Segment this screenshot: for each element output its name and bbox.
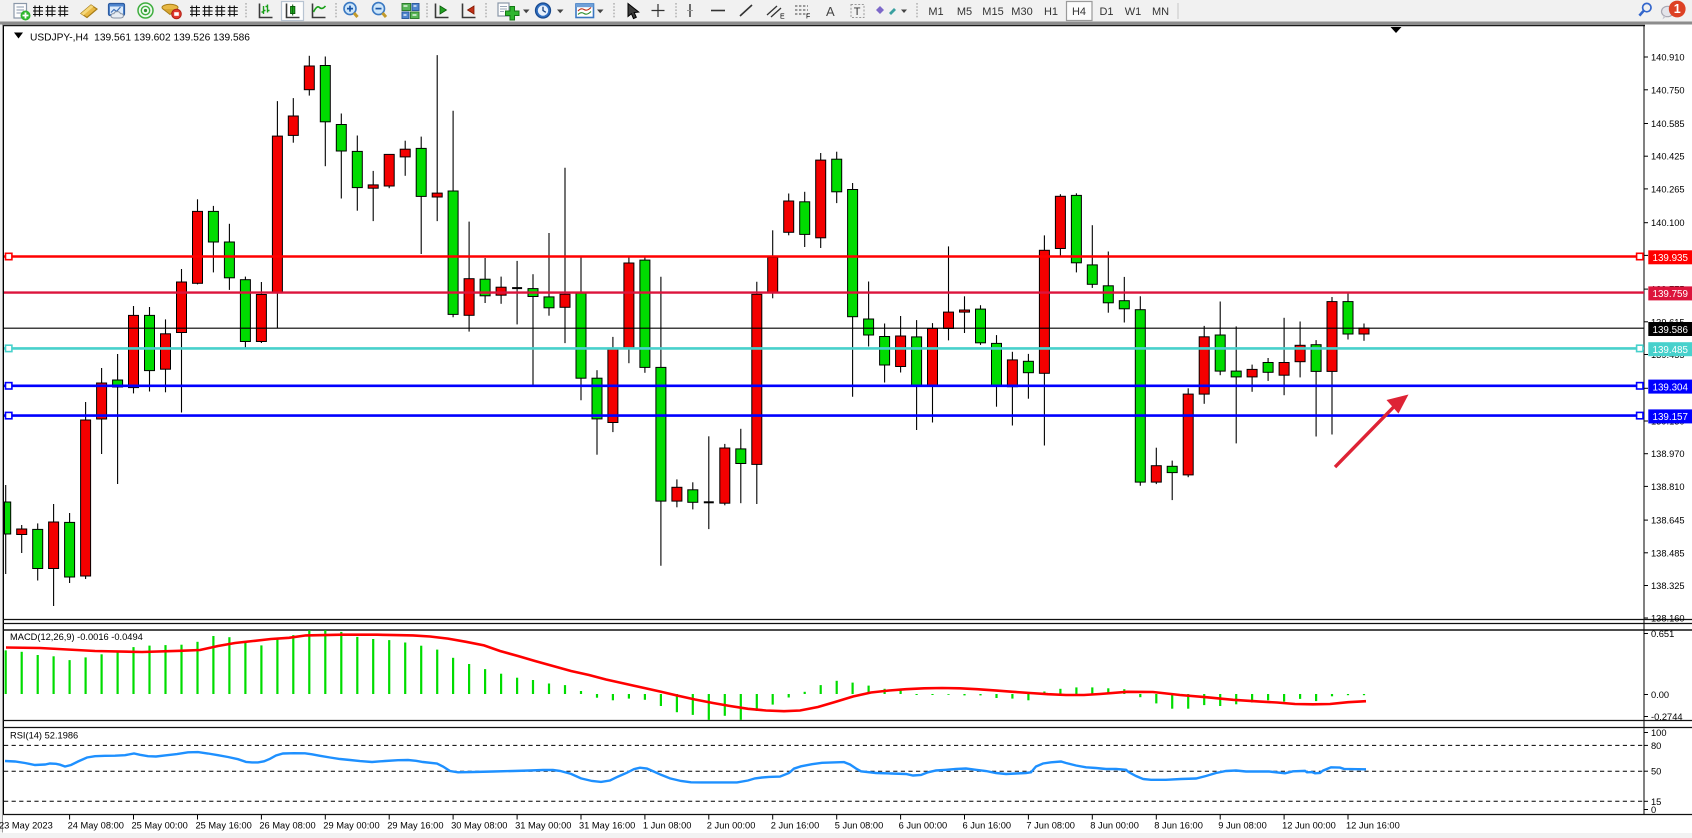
svg-text:139.304: 139.304 xyxy=(1653,382,1689,393)
svg-text:139.935: 139.935 xyxy=(1653,253,1689,264)
svg-text:24 May 08:00: 24 May 08:00 xyxy=(68,821,124,831)
svg-text:7 Jun 08:00: 7 Jun 08:00 xyxy=(1026,821,1075,831)
svg-text:29 May 00:00: 29 May 00:00 xyxy=(323,821,379,831)
svg-text:D1: D1 xyxy=(1099,6,1113,18)
svg-text:15: 15 xyxy=(1651,797,1661,807)
svg-text:M15: M15 xyxy=(982,6,1003,18)
svg-text:1 Jun 08:00: 1 Jun 08:00 xyxy=(643,821,692,831)
svg-text:T: T xyxy=(854,6,861,18)
svg-text:138.810: 138.810 xyxy=(1651,482,1685,492)
svg-text:139.586: 139.586 xyxy=(1653,325,1689,336)
svg-text:8 Jun 00:00: 8 Jun 00:00 xyxy=(1090,821,1139,831)
svg-text:E: E xyxy=(780,14,785,21)
svg-text:140.425: 140.425 xyxy=(1651,152,1685,162)
svg-text:23 May 2023: 23 May 2023 xyxy=(0,821,53,831)
svg-text:USDJPY-,H4 139.561 139.602 13: USDJPY-,H4 139.561 139.602 139.526 139.5… xyxy=(30,33,250,44)
svg-text:W1: W1 xyxy=(1125,6,1142,18)
svg-text:31 May 16:00: 31 May 16:00 xyxy=(579,821,635,831)
svg-text:12 Jun 16:00: 12 Jun 16:00 xyxy=(1346,821,1400,831)
svg-text:138.160: 138.160 xyxy=(1651,614,1685,624)
svg-text:25 May 00:00: 25 May 00:00 xyxy=(132,821,188,831)
svg-text:139.157: 139.157 xyxy=(1653,412,1688,423)
svg-text:139.759: 139.759 xyxy=(1653,289,1688,300)
svg-text:-0.2744: -0.2744 xyxy=(1651,712,1683,722)
svg-text:A: A xyxy=(826,4,835,19)
svg-text:6 Jun 00:00: 6 Jun 00:00 xyxy=(899,821,948,831)
svg-text:M5: M5 xyxy=(957,6,972,18)
svg-text:25 May 16:00: 25 May 16:00 xyxy=(196,821,252,831)
svg-text:30 May 08:00: 30 May 08:00 xyxy=(451,821,507,831)
svg-text:2 Jun 16:00: 2 Jun 16:00 xyxy=(771,821,820,831)
svg-text:5 Jun 08:00: 5 Jun 08:00 xyxy=(835,821,884,831)
svg-text:138.485: 138.485 xyxy=(1651,548,1685,558)
svg-text:12 Jun 00:00: 12 Jun 00:00 xyxy=(1282,821,1336,831)
svg-text:9 Jun 08:00: 9 Jun 08:00 xyxy=(1218,821,1267,831)
svg-text:M1: M1 xyxy=(928,6,943,18)
svg-text:140.100: 140.100 xyxy=(1651,218,1685,228)
svg-text:H1: H1 xyxy=(1044,6,1058,18)
svg-text:31 May 00:00: 31 May 00:00 xyxy=(515,821,571,831)
svg-text:6 Jun 16:00: 6 Jun 16:00 xyxy=(963,821,1012,831)
svg-text:29 May 16:00: 29 May 16:00 xyxy=(387,821,443,831)
svg-text:RSI(14) 52.1986: RSI(14) 52.1986 xyxy=(10,731,78,741)
svg-text:H4: H4 xyxy=(1072,6,1086,18)
svg-text:8 Jun 16:00: 8 Jun 16:00 xyxy=(1154,821,1203,831)
svg-text:1: 1 xyxy=(1674,2,1681,16)
svg-text:140.265: 140.265 xyxy=(1651,184,1685,194)
svg-text:F: F xyxy=(806,14,810,21)
svg-text:26 May 08:00: 26 May 08:00 xyxy=(259,821,315,831)
svg-text:140.750: 140.750 xyxy=(1651,85,1685,95)
svg-text:80: 80 xyxy=(1651,741,1661,751)
svg-text:M30: M30 xyxy=(1011,6,1032,18)
svg-text:MACD(12,26,9) -0.0016 -0.0494: MACD(12,26,9) -0.0016 -0.0494 xyxy=(10,632,143,642)
svg-text:140.910: 140.910 xyxy=(1651,53,1685,63)
svg-text:MN: MN xyxy=(1152,6,1169,18)
svg-text:138.325: 138.325 xyxy=(1651,581,1685,591)
svg-text:0.00: 0.00 xyxy=(1651,690,1669,700)
svg-text:0: 0 xyxy=(1651,805,1656,815)
svg-text:138.970: 138.970 xyxy=(1651,449,1685,459)
svg-text:0.651: 0.651 xyxy=(1651,629,1674,639)
svg-text:2 Jun 00:00: 2 Jun 00:00 xyxy=(707,821,756,831)
svg-text:100: 100 xyxy=(1651,728,1667,738)
svg-text:139.485: 139.485 xyxy=(1653,345,1689,356)
svg-text:50: 50 xyxy=(1651,767,1661,777)
svg-text:138.645: 138.645 xyxy=(1651,516,1685,526)
svg-text:140.585: 140.585 xyxy=(1651,119,1685,129)
